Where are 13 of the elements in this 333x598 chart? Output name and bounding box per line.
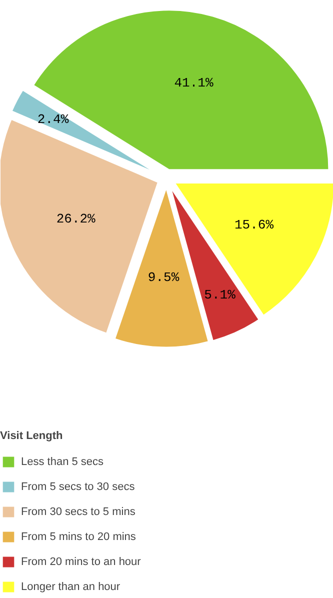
legend-label: From 5 secs to 30 secs [21, 480, 135, 494]
data-label: 41.1% [174, 76, 214, 91]
legend-label: Longer than an hour [21, 580, 120, 594]
legend-label: Less than 5 secs [21, 454, 104, 469]
legend-label: From 5 mins to 20 mins [21, 530, 136, 544]
legend-label: From 30 secs to 5 mins [21, 504, 136, 519]
legend-title: Visit Length [0, 430, 64, 442]
legend-label: From 20 mins to an hour [21, 554, 141, 569]
data-label: 5.1% [204, 287, 236, 302]
data-label: 9.5% [148, 270, 180, 286]
data-label: 26.2% [56, 211, 96, 226]
data-label: 2.4% [37, 112, 69, 127]
data-label: 15.6% [234, 218, 274, 233]
